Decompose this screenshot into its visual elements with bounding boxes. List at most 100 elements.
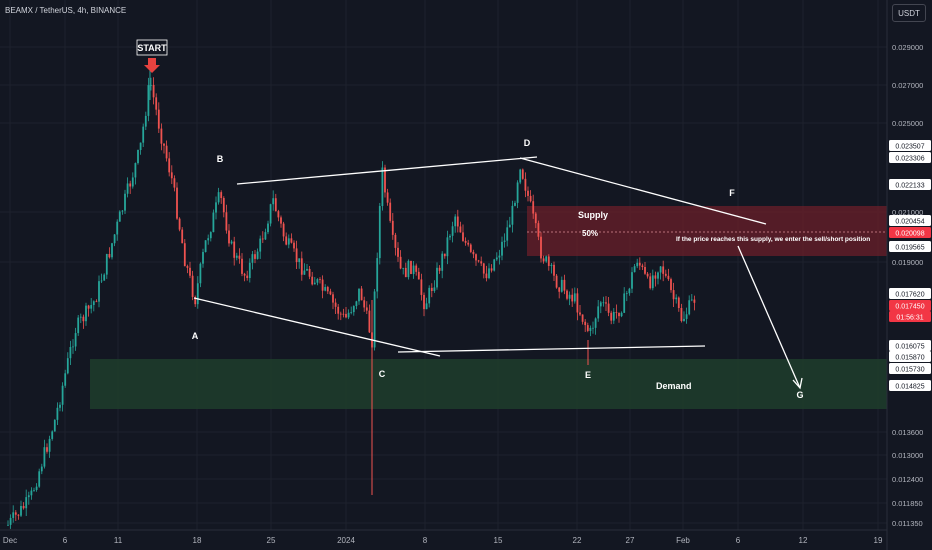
candle-body (313, 282, 316, 285)
candle-body (490, 268, 493, 271)
price-tag-box (889, 179, 931, 190)
candle-body (540, 236, 542, 259)
candle-body (558, 287, 561, 292)
candle-body (404, 267, 407, 278)
x-tick-label: 2024 (337, 536, 355, 545)
candle-body (311, 276, 314, 285)
price-tag-box (889, 241, 931, 252)
candle-body (389, 202, 392, 221)
candle-body (670, 279, 672, 291)
candle-body (560, 279, 563, 292)
candle-body (181, 229, 184, 244)
x-tick-label: 25 (267, 536, 276, 545)
candle-body (514, 202, 516, 206)
candle-body (521, 169, 524, 179)
x-tick-label: Feb (676, 536, 690, 545)
candle-body (503, 240, 506, 242)
candle-body (189, 267, 191, 276)
x-tick-label: 6 (736, 536, 741, 545)
candle-body (22, 505, 25, 509)
candle-body (347, 312, 350, 318)
candle-body (436, 267, 438, 288)
candle-body (261, 238, 264, 240)
price-tag: 01:56:31 (896, 315, 923, 322)
candle-body (77, 317, 80, 334)
candle-body (651, 275, 654, 289)
candle-body (209, 232, 212, 239)
point-label-b: B (217, 154, 224, 164)
candle-body (511, 205, 514, 225)
candle-body (170, 172, 173, 179)
candle-body (524, 178, 527, 191)
candle-body (9, 517, 12, 525)
point-label-g: G (796, 390, 803, 400)
candle-body (378, 206, 381, 259)
candle-body (498, 255, 501, 258)
x-tick-label: 19 (874, 536, 883, 545)
candle-body (274, 198, 277, 212)
candle-body (103, 274, 106, 281)
y-tick-label: 0.013000 (892, 451, 923, 460)
price-tag: 0.022133 (895, 183, 924, 190)
candle-body (597, 306, 600, 319)
candle-body (516, 182, 519, 203)
candle-body (618, 312, 620, 317)
candle-body (334, 302, 337, 307)
candle-body (685, 314, 688, 319)
x-tick-label: 12 (799, 536, 808, 545)
y-tick-label: 0.029000 (892, 43, 923, 52)
candle-body (285, 236, 288, 245)
candle-body (636, 262, 639, 267)
start-label: START (137, 43, 167, 53)
candle-body (134, 163, 137, 178)
candle-body (446, 237, 449, 257)
candle-body (220, 192, 223, 199)
price-tag-box (889, 300, 931, 311)
x-tick-label: 8 (423, 536, 428, 545)
candle-body (163, 143, 165, 146)
y-tick-label: 0.011350 (892, 519, 923, 528)
candle-body (98, 281, 100, 302)
currency-button[interactable]: USDT (892, 4, 926, 22)
candle-body (137, 149, 139, 164)
candle-body (553, 264, 555, 276)
candle-body (25, 497, 28, 509)
candle-body (467, 242, 470, 245)
candle-body (407, 260, 410, 278)
projection-line-g (737, 245, 801, 389)
candle-body (230, 241, 233, 244)
candle-body (352, 306, 355, 313)
candle-body (633, 266, 636, 273)
candle-body (417, 271, 420, 280)
price-tag: 0.016075 (895, 344, 924, 351)
candle-body (241, 258, 243, 274)
candle-body (199, 263, 202, 284)
candle-body (116, 221, 119, 235)
candle-body (501, 241, 503, 256)
candle-body (228, 230, 230, 244)
candle-body (176, 187, 178, 219)
candle-body (605, 302, 607, 304)
candle-body (620, 312, 623, 317)
supply-midline-label: 50% (582, 229, 598, 238)
candle-body (202, 252, 204, 264)
candle-body (443, 253, 446, 257)
candle-body (519, 169, 522, 183)
candle-body (464, 240, 467, 243)
chart-grid (0, 0, 887, 530)
candle-body (337, 306, 340, 314)
price-tag: 0.014825 (895, 384, 924, 391)
candle-body (581, 314, 584, 322)
candle-body (423, 294, 425, 310)
candle-body (48, 438, 51, 452)
candle-body (397, 247, 399, 257)
candle-body (152, 84, 155, 98)
candle-body (14, 512, 17, 515)
candle-body (183, 243, 186, 267)
candle-body (324, 287, 327, 291)
price-tag-box (889, 311, 931, 322)
projection-line-df (519, 157, 767, 225)
candle-body (7, 524, 9, 526)
